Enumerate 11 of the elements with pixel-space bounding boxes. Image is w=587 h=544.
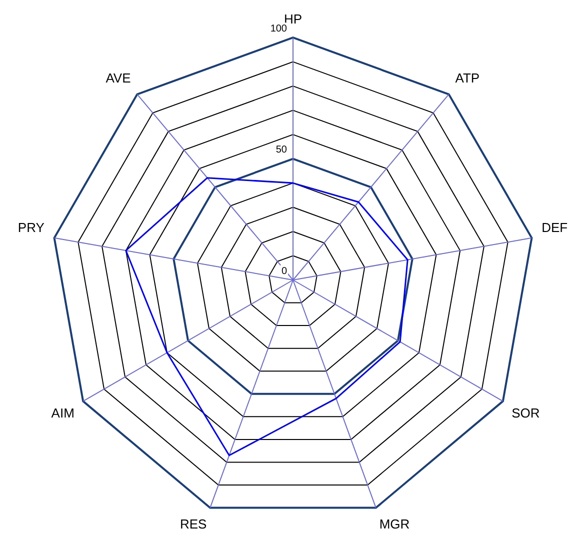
spoke-label: ATP [455, 70, 480, 86]
spoke-label: MGR [379, 516, 410, 532]
spoke-label: AIM [51, 406, 74, 421]
spoke-label: PRY [18, 220, 45, 235]
spoke-label: AVE [106, 70, 132, 86]
spoke-label: DEF [542, 220, 568, 235]
y-tick-label: 100 [270, 23, 288, 34]
spoke-label: RES [180, 516, 207, 532]
y-tick-label: 0 [281, 266, 288, 277]
y-tick-label: 50 [276, 144, 288, 156]
spoke-label: SOR [512, 406, 540, 421]
